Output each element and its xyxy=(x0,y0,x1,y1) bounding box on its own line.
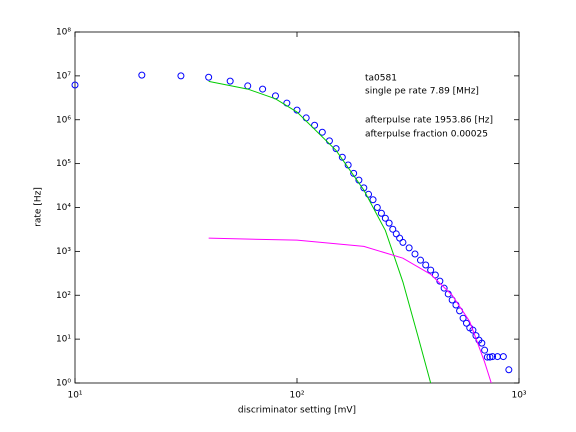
data-point xyxy=(389,225,397,233)
data-point xyxy=(373,204,381,211)
data-point xyxy=(311,121,319,129)
y-tick-label: 10¹ xyxy=(56,335,71,345)
data-point xyxy=(259,85,267,93)
data-point xyxy=(369,196,377,204)
data-point xyxy=(459,314,467,322)
x-tick-label: 10² xyxy=(289,391,304,401)
annotation: afterpulse rate 1953.86 [Hz] xyxy=(365,116,493,126)
y-tick-label: 10⁴ xyxy=(56,203,71,213)
data-point xyxy=(411,250,419,258)
data-point xyxy=(431,271,439,279)
data-point xyxy=(381,214,389,222)
data-point xyxy=(71,81,79,89)
annotation: ta0581 xyxy=(365,74,397,84)
y-axis-label: rate [Hz] xyxy=(34,187,44,227)
data-point xyxy=(138,71,146,79)
data-point xyxy=(385,219,393,227)
x-axis-label: discriminator setting [mV] xyxy=(238,406,356,416)
annotation: single pe rate 7.89 [MHz] xyxy=(365,87,479,97)
data-point xyxy=(318,128,326,136)
data-point xyxy=(489,353,497,361)
fit-line xyxy=(208,237,492,383)
data-point xyxy=(283,99,291,107)
data-point xyxy=(481,346,489,354)
y-tick-label: 10⁸ xyxy=(56,28,71,38)
data-point xyxy=(422,261,430,269)
data-point xyxy=(486,353,494,361)
data-point xyxy=(244,82,252,90)
data-point xyxy=(332,145,340,153)
data-point xyxy=(396,234,404,242)
data-point xyxy=(302,114,310,122)
data-point xyxy=(338,153,346,161)
y-tick-label: 10³ xyxy=(56,247,71,257)
data-point xyxy=(405,244,413,252)
data-point xyxy=(469,326,477,334)
y-tick-label: 10⁰ xyxy=(56,379,71,389)
data-point xyxy=(416,256,424,264)
data-point xyxy=(462,319,470,327)
data-point xyxy=(392,230,400,238)
fit-line xyxy=(208,80,432,383)
data-point xyxy=(377,209,385,217)
data-point xyxy=(505,366,513,374)
data-point xyxy=(483,353,491,361)
data-point xyxy=(427,266,435,274)
data-point xyxy=(205,73,213,81)
data-point xyxy=(440,284,448,292)
data-point xyxy=(499,353,507,361)
data-point xyxy=(399,238,407,246)
y-tick-label: 10⁷ xyxy=(56,71,71,81)
plot-frame xyxy=(74,31,520,384)
x-tick-label: 10³ xyxy=(511,391,526,401)
data-point xyxy=(325,137,333,145)
y-tick-label: 10⁶ xyxy=(56,115,71,125)
annotation: afterpulse fraction 0.00025 xyxy=(365,130,488,140)
data-point xyxy=(478,339,486,347)
y-tick-label: 10² xyxy=(56,291,71,301)
x-tick-label: 10¹ xyxy=(67,391,82,401)
y-tick-label: 10⁵ xyxy=(56,159,71,169)
data-point xyxy=(226,77,234,85)
data-point xyxy=(177,72,185,80)
data-point xyxy=(436,277,444,285)
